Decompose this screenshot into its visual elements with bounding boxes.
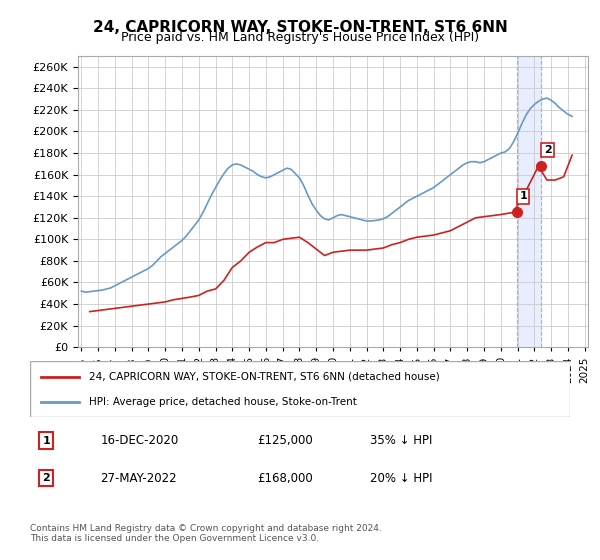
Text: 1: 1 (43, 436, 50, 446)
Text: 1: 1 (520, 192, 527, 202)
Text: 24, CAPRICORN WAY, STOKE-ON-TRENT, ST6 6NN: 24, CAPRICORN WAY, STOKE-ON-TRENT, ST6 6… (92, 20, 508, 35)
Text: HPI: Average price, detached house, Stoke-on-Trent: HPI: Average price, detached house, Stok… (89, 396, 357, 407)
Text: 24, CAPRICORN WAY, STOKE-ON-TRENT, ST6 6NN (detached house): 24, CAPRICORN WAY, STOKE-ON-TRENT, ST6 6… (89, 372, 440, 382)
FancyBboxPatch shape (30, 361, 570, 417)
Text: Price paid vs. HM Land Registry's House Price Index (HPI): Price paid vs. HM Land Registry's House … (121, 31, 479, 44)
Text: 35% ↓ HPI: 35% ↓ HPI (370, 434, 433, 447)
Text: 20% ↓ HPI: 20% ↓ HPI (370, 472, 433, 484)
Bar (517, 56, 541, 347)
Text: £125,000: £125,000 (257, 434, 313, 447)
Text: 27-MAY-2022: 27-MAY-2022 (100, 472, 177, 484)
Text: £168,000: £168,000 (257, 472, 313, 484)
Text: 2: 2 (544, 145, 551, 155)
Text: Contains HM Land Registry data © Crown copyright and database right 2024.
This d: Contains HM Land Registry data © Crown c… (30, 524, 382, 543)
Text: 16-DEC-2020: 16-DEC-2020 (100, 434, 178, 447)
Text: 2: 2 (43, 473, 50, 483)
